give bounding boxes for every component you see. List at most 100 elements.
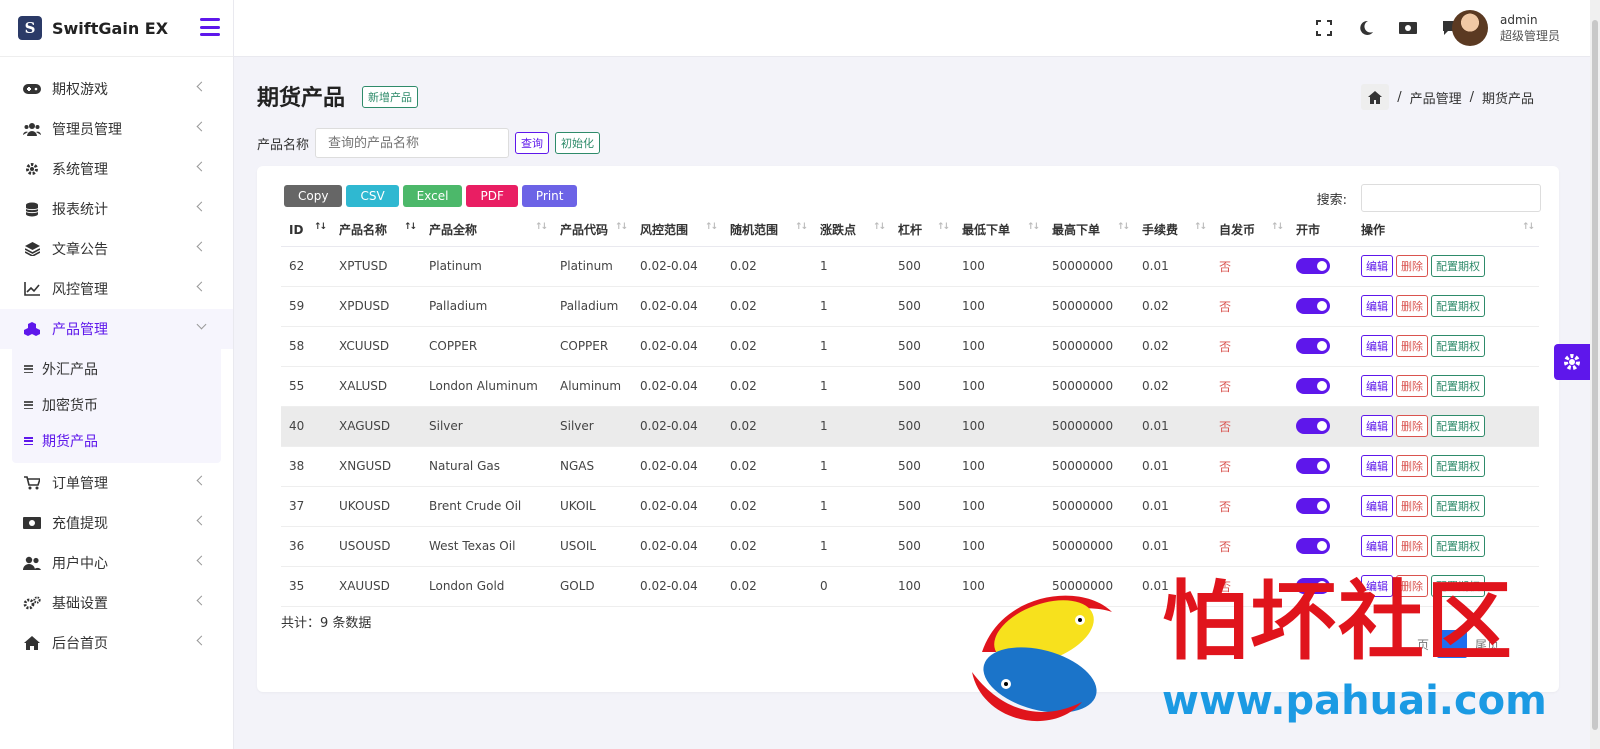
user-menu[interactable]: admin 超级管理员 bbox=[1451, 10, 1560, 46]
reset-button[interactable]: 初始化 bbox=[555, 132, 601, 154]
table-row[interactable]: 37 UKOUSD Brent Crude Oil UKOIL 0.02-0.04 0.0… bbox=[281, 486, 1539, 527]
export-print-button[interactable]: Print bbox=[521, 185, 578, 207]
edit-button[interactable]: 编辑 bbox=[1361, 375, 1393, 397]
column-header[interactable]: 风控范围 ↑↓ bbox=[632, 214, 722, 247]
column-header[interactable]: 涨跌点 ↑↓ bbox=[812, 214, 890, 247]
market-open-toggle[interactable] bbox=[1296, 298, 1330, 314]
edit-button[interactable]: 编辑 bbox=[1361, 295, 1393, 317]
sort-icon[interactable]: ↑↓ bbox=[872, 222, 886, 232]
edit-button[interactable]: 编辑 bbox=[1361, 575, 1393, 597]
delete-button[interactable]: 删除 bbox=[1396, 495, 1428, 517]
edit-button[interactable]: 编辑 bbox=[1361, 455, 1393, 477]
delete-button[interactable]: 删除 bbox=[1396, 255, 1428, 277]
submenu-item-2[interactable]: 加密货币 bbox=[12, 387, 221, 423]
config-options-button[interactable]: 配置期权 bbox=[1431, 575, 1485, 597]
delete-button[interactable]: 删除 bbox=[1396, 415, 1428, 437]
config-options-button[interactable]: 配置期权 bbox=[1431, 415, 1485, 437]
menu-toggle-icon[interactable] bbox=[200, 18, 220, 36]
market-open-toggle[interactable] bbox=[1296, 338, 1330, 354]
export-pdf-button[interactable]: PDF bbox=[466, 185, 518, 207]
column-header[interactable]: 开市 bbox=[1288, 214, 1353, 247]
column-header[interactable]: 操作 ↑↓ bbox=[1353, 214, 1539, 247]
sort-icon[interactable]: ↑↓ bbox=[614, 222, 628, 232]
edit-button[interactable]: 编辑 bbox=[1361, 535, 1393, 557]
pager-prev[interactable]: 页 bbox=[1416, 637, 1429, 652]
sort-icon[interactable]: ↑↓ bbox=[1270, 222, 1284, 232]
sort-icon[interactable]: ↑↓ bbox=[1026, 222, 1040, 232]
sidebar-item-12[interactable]: 后台首页 bbox=[0, 623, 233, 663]
market-open-toggle[interactable] bbox=[1296, 418, 1330, 434]
column-header[interactable]: 自发币 ↑↓ bbox=[1211, 214, 1288, 247]
query-button[interactable]: 查询 bbox=[515, 132, 550, 154]
sort-icon[interactable]: ↑↓ bbox=[936, 222, 950, 232]
fullscreen-icon[interactable] bbox=[1314, 18, 1334, 38]
config-options-button[interactable]: 配置期权 bbox=[1431, 495, 1485, 517]
table-row[interactable]: 38 XNGUSD Natural Gas NGAS 0.02-0.04 0.02 1 500… bbox=[281, 446, 1539, 487]
sort-icon[interactable]: ↑↓ bbox=[704, 222, 718, 232]
config-options-button[interactable]: 配置期权 bbox=[1431, 535, 1485, 557]
sidebar-item-11[interactable]: 基础设置 bbox=[0, 583, 233, 623]
export-csv-button[interactable]: CSV bbox=[346, 185, 399, 207]
money-icon[interactable] bbox=[1398, 18, 1418, 38]
avatar[interactable] bbox=[1451, 10, 1488, 46]
delete-button[interactable]: 删除 bbox=[1396, 535, 1428, 557]
edit-button[interactable]: 编辑 bbox=[1361, 415, 1393, 437]
moon-icon[interactable] bbox=[1356, 18, 1376, 38]
pager-current-page[interactable] bbox=[1436, 630, 1467, 658]
table-row[interactable]: 55 XALUSD London Aluminum Aluminum 0.02-0.04… bbox=[281, 366, 1539, 407]
market-open-toggle[interactable] bbox=[1296, 578, 1330, 594]
table-row[interactable]: 59 XPDUSD Palladium Palladium 0.02-0.04 0.02 1… bbox=[281, 286, 1539, 327]
column-header[interactable]: 产品全称 ↑↓ bbox=[421, 214, 552, 247]
sidebar-item-9[interactable]: 充值提现 bbox=[0, 503, 233, 543]
sidebar-item-10[interactable]: 用户中心 bbox=[0, 543, 233, 583]
sort-icon[interactable]: ↑↓ bbox=[534, 222, 548, 232]
sort-icon[interactable]: ↑↓ bbox=[1521, 222, 1535, 232]
add-product-button[interactable]: 新增产品 bbox=[362, 86, 418, 108]
market-open-toggle[interactable] bbox=[1296, 258, 1330, 274]
submenu-item-3[interactable]: 期货产品 bbox=[12, 423, 221, 459]
sidebar-item-8[interactable]: 订单管理 bbox=[0, 463, 233, 503]
sidebar-item-1[interactable]: 期权游戏 bbox=[0, 69, 233, 109]
settings-gear-icon[interactable] bbox=[1554, 344, 1590, 380]
column-header[interactable]: 手续费 ↑↓ bbox=[1134, 214, 1211, 247]
config-options-button[interactable]: 配置期权 bbox=[1431, 375, 1485, 397]
breadcrumb-parent[interactable]: 产品管理 bbox=[1409, 91, 1462, 107]
market-open-toggle[interactable] bbox=[1296, 538, 1330, 554]
sidebar-item-2[interactable]: 管理员管理 bbox=[0, 109, 233, 149]
page-scrollbar[interactable] bbox=[1590, 0, 1600, 749]
sort-icon[interactable]: ↑↓ bbox=[1116, 222, 1130, 232]
search-input[interactable] bbox=[1361, 184, 1541, 212]
table-row[interactable]: 36 USOUSD West Texas Oil USOIL 0.02-0.04 0.02… bbox=[281, 526, 1539, 567]
delete-button[interactable]: 删除 bbox=[1396, 335, 1428, 357]
delete-button[interactable]: 删除 bbox=[1396, 575, 1428, 597]
column-header[interactable]: 最低下单 ↑↓ bbox=[954, 214, 1044, 247]
edit-button[interactable]: 编辑 bbox=[1361, 335, 1393, 357]
export-excel-button[interactable]: Excel bbox=[402, 185, 463, 207]
product-name-input[interactable] bbox=[315, 128, 510, 158]
sidebar-item-4[interactable]: 报表统计 bbox=[0, 189, 233, 229]
column-header[interactable]: 产品代码 ↑↓ bbox=[552, 214, 632, 247]
sidebar-item-5[interactable]: 文章公告 bbox=[0, 229, 233, 269]
sort-icon[interactable]: ↑↓ bbox=[1193, 222, 1207, 232]
delete-button[interactable]: 删除 bbox=[1396, 455, 1428, 477]
sort-icon[interactable]: ↑↓ bbox=[794, 222, 808, 232]
market-open-toggle[interactable] bbox=[1296, 378, 1330, 394]
sidebar-item-7[interactable]: 产品管理 bbox=[0, 309, 233, 349]
table-row[interactable]: 62 XPTUSD Platinum Platinum 0.02-0.04 0.02 1 50… bbox=[281, 246, 1539, 287]
export-copy-button[interactable]: Copy bbox=[284, 185, 343, 207]
table-row[interactable]: 40 XAGUSD Silver Silver 0.02-0.04 0.02 1 500 100… bbox=[281, 406, 1539, 447]
column-header[interactable]: 最高下单 ↑↓ bbox=[1044, 214, 1134, 247]
edit-button[interactable]: 编辑 bbox=[1361, 495, 1393, 517]
column-header[interactable]: ID ↑↓ bbox=[281, 214, 331, 247]
column-header[interactable]: 随机范围 ↑↓ bbox=[722, 214, 812, 247]
home-icon[interactable] bbox=[1361, 84, 1390, 110]
table-row[interactable]: 35 XAUUSD London Gold GOLD 0.02-0.04 0.02 0 100… bbox=[281, 566, 1539, 607]
edit-button[interactable]: 编辑 bbox=[1361, 255, 1393, 277]
config-options-button[interactable]: 配置期权 bbox=[1431, 295, 1485, 317]
sort-icon[interactable]: ↑↓ bbox=[403, 222, 417, 232]
column-header[interactable]: 杠杆 ↑↓ bbox=[890, 214, 954, 247]
sidebar-item-6[interactable]: 风控管理 bbox=[0, 269, 233, 309]
config-options-button[interactable]: 配置期权 bbox=[1431, 455, 1485, 477]
market-open-toggle[interactable] bbox=[1296, 498, 1330, 514]
submenu-item-1[interactable]: 外汇产品 bbox=[12, 351, 221, 387]
